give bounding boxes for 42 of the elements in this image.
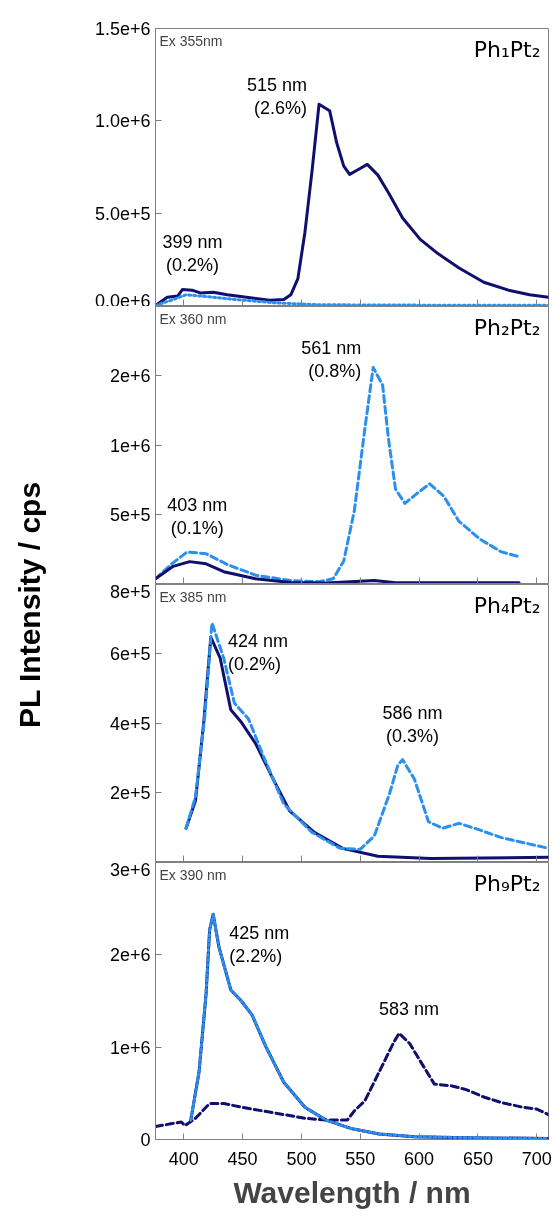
x-tick-label: 600 [404,1148,435,1169]
y-axis-title: PL Intensity / cps [11,481,47,729]
y-tick-label: 2e+6 [109,945,151,966]
x-tick-label: 550 [345,1148,376,1169]
y-tick-label: 1e+6 [109,435,151,456]
x-axis-title: Wavelength / nm [233,1175,471,1209]
y-tick-label: 3e+6 [109,859,151,880]
annotation: 515 nm (2.6%) [247,74,308,118]
y-tick-label: 0.0e+6 [94,290,151,311]
annotation: Ex 355nm [159,32,223,49]
annotation: Ex 385 nm [159,588,227,605]
y-tick-label: 5e+5 [109,504,151,525]
line-series [155,365,521,584]
annotation: 583 nm [379,999,440,1020]
annotation: 399 nm (0.2%) [162,232,223,276]
y-tick-label: 1e+6 [109,1037,151,1058]
y-tick-label: 1.0e+6 [94,111,151,132]
x-tick-label: 400 [168,1148,199,1169]
y-tick-label: 1.5e+6 [94,19,151,39]
annotation: Ph₂Pt₂ [473,314,541,340]
annotation: 586 nm (0.3%) [382,702,443,746]
annotation: Ph₄Pt₂ [473,592,541,618]
annotation: 425 nm (2.2%) [229,922,290,966]
line-series [155,560,521,584]
x-tick-label: 500 [286,1148,317,1169]
y-tick-label: 2e+5 [109,782,151,803]
x-tick-label: 650 [462,1148,493,1169]
y-tick-label: 6e+5 [109,644,151,665]
annotation: Ph₁Pt₂ [473,36,541,62]
annotation: 403 nm (0.1%) [167,494,228,538]
y-tick-label: 4e+5 [109,713,151,734]
annotation: Ex 390 nm [159,866,227,883]
annotation: 561 nm (0.8%) [301,337,362,381]
annotation: 424 nm (0.2%) [227,631,289,675]
y-tick-label: 5.0e+5 [94,203,151,224]
annotation: Ph₉Pt₂ [473,870,541,896]
x-tick-label: 450 [227,1148,258,1169]
y-tick-label: 2e+6 [109,366,151,387]
y-tick-label: 8e+5 [109,581,151,602]
x-tick-label: 700 [521,1148,552,1169]
annotation: Ex 360 nm [159,310,227,327]
y-tick-label: 0 [140,1130,151,1150]
